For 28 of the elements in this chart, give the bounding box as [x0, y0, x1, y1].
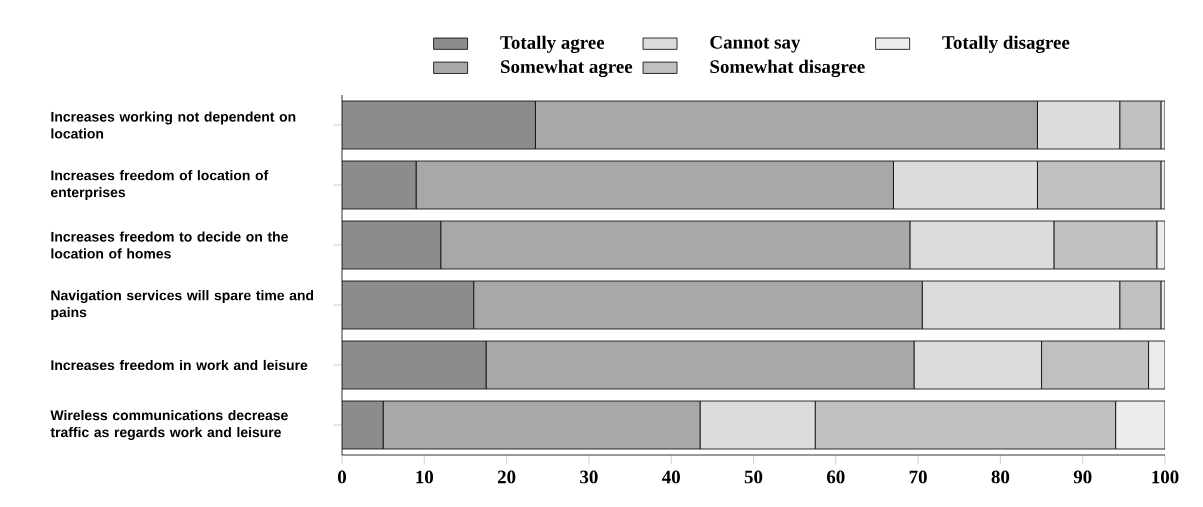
y-tick-label: Increases freedom of location of enterprises	[50, 170, 269, 200]
x-tick-label: 40	[661, 470, 680, 484]
x-tick-label: 60	[827, 470, 845, 484]
y-tick-label: Navigation services will spare time and pains	[51, 290, 314, 320]
x-tick-label: 50	[744, 470, 763, 484]
bar	[342, 400, 384, 450]
bar	[342, 280, 475, 330]
y-tick-label: Increases freedom in work and leisure	[51, 359, 308, 371]
x-tick-label: 30	[580, 470, 598, 484]
bar	[342, 220, 442, 270]
legend-label: Somewhat disagree	[710, 59, 865, 78]
y-tick-label: Increases freedom to decide on the location of homes	[51, 231, 288, 259]
x-tick-label: 0	[337, 470, 347, 484]
x-tick-label: 70	[909, 470, 927, 484]
x-tick-label: 10	[416, 470, 434, 484]
y-tick-label: Wireless communications decrease traffic as regards work and leisure	[50, 410, 288, 441]
legend-label: Cannot say	[710, 35, 801, 53]
x-tick-label: 100	[1152, 470, 1179, 484]
x-tick-label: 80	[991, 470, 1010, 484]
legend-label: Totally agree	[500, 35, 605, 53]
x-tick-label: 20	[497, 470, 516, 484]
bar	[342, 160, 417, 210]
y-tick-label: Increases working not dependent on location	[51, 111, 296, 139]
legend-label: Totally disagree	[942, 35, 1070, 53]
bar	[342, 100, 536, 150]
bar	[342, 340, 487, 390]
legend-label: Somewhat agree	[501, 59, 633, 78]
x-tick-label: 90	[1073, 470, 1092, 484]
